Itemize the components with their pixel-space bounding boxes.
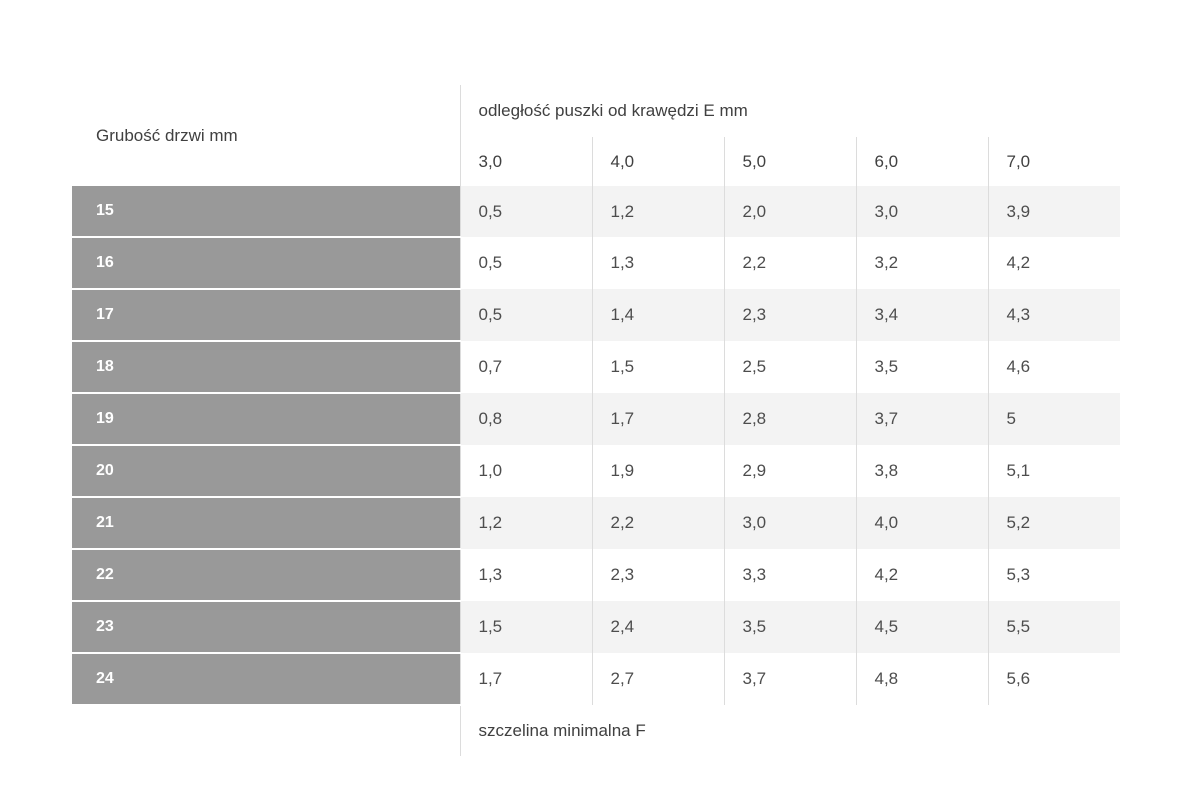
door-thickness-table: Grubość drzwi mm odległość puszki od kra… [72,85,1121,756]
row-label-cell: 18 [72,341,460,394]
row-label-cell: 24 [72,653,460,706]
value-cell: 3,5 [723,601,856,653]
value-cell: 1,5 [459,601,592,653]
row-label-cell: 17 [72,289,460,342]
value-cell: 0,8 [459,393,592,445]
value-cell: 4,5 [855,601,988,653]
table-body: 15 0,5 1,2 2,0 3,0 3,9 16 0,5 1,3 2,2 3,… [72,186,1121,706]
value-cell: 2,4 [591,601,724,653]
col-header: 7,0 [987,137,1121,186]
value-cell: 1,4 [591,289,724,341]
value-cell: 4,2 [987,237,1121,289]
value-cell: 3,0 [855,186,988,237]
value-cell: 1,2 [591,186,724,237]
value-cell: 4,0 [855,497,988,549]
value-cell: 0,5 [459,289,592,341]
table-row: 22 1,3 2,3 3,3 4,2 5,3 [72,549,1121,602]
value-cell: 1,0 [459,445,592,497]
column-group-title: odległość puszki od krawędzi E mm [459,85,1121,137]
value-cell: 3,2 [855,237,988,289]
value-cell: 1,5 [591,341,724,393]
value-cell: 5,3 [987,549,1121,601]
value-cell: 2,9 [723,445,856,497]
value-cell: 4,6 [987,341,1121,393]
value-cell: 3,4 [855,289,988,341]
table-header: Grubość drzwi mm odległość puszki od kra… [72,85,1121,186]
value-cell: 2,7 [591,653,724,705]
value-cell: 5,5 [987,601,1121,653]
footer-empty-cell [72,705,460,756]
row-label-cell: 19 [72,393,460,446]
value-cell: 4,8 [855,653,988,705]
table-row: 16 0,5 1,3 2,2 3,2 4,2 [72,237,1121,290]
col-header: 5,0 [723,137,856,186]
table-row: 15 0,5 1,2 2,0 3,0 3,9 [72,186,1121,238]
row-header-title: Grubość drzwi mm [72,85,460,186]
table-row: 18 0,7 1,5 2,5 3,5 4,6 [72,341,1121,394]
value-cell: 2,3 [591,549,724,601]
row-label-cell: 22 [72,549,460,602]
value-cell: 1,7 [591,393,724,445]
column-header-row: 3,0 4,0 5,0 6,0 7,0 [72,137,1121,186]
value-cell: 5,1 [987,445,1121,497]
value-cell: 3,5 [855,341,988,393]
value-cell: 1,2 [459,497,592,549]
value-cell: 2,2 [591,497,724,549]
value-cell: 3,7 [723,653,856,705]
row-label-cell: 15 [72,186,460,238]
table-footer: szczelina minimalna F [72,705,1121,756]
table-row: 20 1,0 1,9 2,9 3,8 5,1 [72,445,1121,498]
row-label-cell: 20 [72,445,460,498]
col-header: 4,0 [591,137,724,186]
value-cell: 1,9 [591,445,724,497]
value-cell: 5 [987,393,1121,445]
value-cell: 5,2 [987,497,1121,549]
value-cell: 2,2 [723,237,856,289]
value-cell: 3,7 [855,393,988,445]
table-row: 19 0,8 1,7 2,8 3,7 5 [72,393,1121,446]
value-cell: 3,9 [987,186,1121,237]
row-label-cell: 23 [72,601,460,654]
table-row: 21 1,2 2,2 3,0 4,0 5,2 [72,497,1121,550]
value-cell: 2,3 [723,289,856,341]
table-row: 24 1,7 2,7 3,7 4,8 5,6 [72,653,1121,706]
value-cell: 5,6 [987,653,1121,705]
value-cell: 1,7 [459,653,592,705]
value-cell: 3,0 [723,497,856,549]
value-cell: 2,5 [723,341,856,393]
value-cell: 2,8 [723,393,856,445]
value-cell: 2,0 [723,186,856,237]
value-cell: 3,8 [855,445,988,497]
value-cell: 1,3 [591,237,724,289]
value-cell: 3,3 [723,549,856,601]
row-label-cell: 21 [72,497,460,550]
value-cell: 1,3 [459,549,592,601]
value-cell: 0,7 [459,341,592,393]
table-row: 23 1,5 2,4 3,5 4,5 5,5 [72,601,1121,654]
row-label-cell: 16 [72,237,460,290]
col-header: 6,0 [855,137,988,186]
value-cell: 0,5 [459,237,592,289]
value-cell: 4,3 [987,289,1121,341]
col-header: 3,0 [459,137,592,186]
value-cell: 0,5 [459,186,592,237]
footer-label: szczelina minimalna F [459,705,1121,756]
table-row: 17 0,5 1,4 2,3 3,4 4,3 [72,289,1121,342]
value-cell: 4,2 [855,549,988,601]
